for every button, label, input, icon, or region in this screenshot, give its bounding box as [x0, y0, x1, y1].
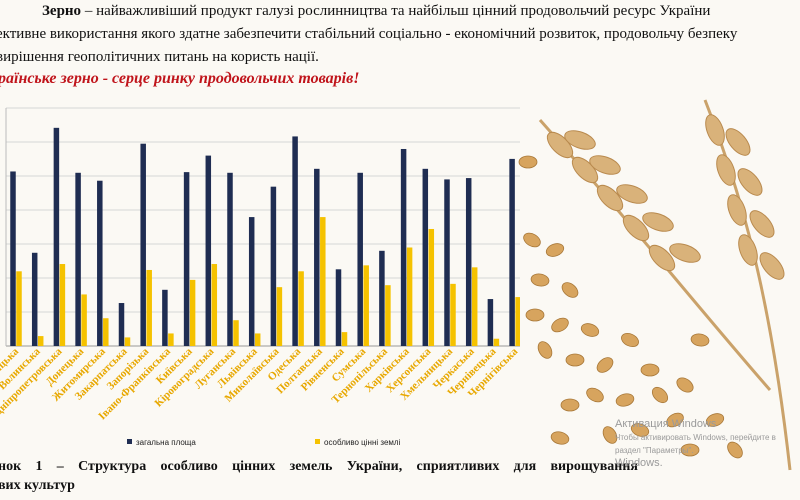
bar-total-area [400, 148, 407, 346]
bar-valuable-land [233, 320, 239, 346]
legend-swatch-total [127, 439, 132, 444]
chart-tick-labels: нницькаВолинськаДніпропетровськаДонецька… [0, 345, 520, 422]
bar-total-area [162, 289, 168, 346]
bar-total-area [248, 217, 255, 346]
bar-total-area [75, 172, 81, 346]
legend-label-total: загальна площа [136, 438, 196, 447]
bar-valuable-land [363, 265, 369, 346]
bar-valuable-land [493, 338, 500, 346]
bar-total-area [227, 172, 233, 346]
bar-total-area [270, 186, 277, 346]
windows-activation-watermark: Активация Windows Чтобы активировать Win… [615, 418, 800, 470]
bar-total-area [10, 171, 16, 346]
activation-title: Активация Windows [615, 418, 717, 430]
bar-chart: нницькаВолинськаДніпропетровськаДонецька… [0, 107, 520, 447]
bar-total-area [31, 252, 38, 346]
wheat-illustration [518, 99, 792, 471]
bar-total-area [118, 303, 125, 346]
bar-total-area [335, 269, 342, 346]
bar-valuable-land [341, 332, 348, 346]
bar-valuable-land [428, 228, 435, 346]
bar-total-area [379, 250, 385, 346]
bar-total-area [140, 143, 146, 346]
bar-valuable-land [406, 247, 413, 346]
bar-valuable-land [211, 264, 218, 346]
chart-legend: загальна площа особливо цінні землі [127, 438, 401, 447]
intro-line-2: ективне використання якого здатне забезп… [0, 26, 738, 42]
figure-caption: нок 1 – Структура особливо цінних земель… [0, 457, 638, 495]
intro-line-1-rest: – найважливіший продукт галузі рослинниц… [81, 3, 711, 19]
bar-valuable-land [515, 297, 520, 346]
bar-valuable-land [81, 294, 87, 346]
intro-term: Зерно [42, 3, 82, 19]
intro-paragraph: Зерно – найважливіший продукт галузі рос… [0, 0, 800, 69]
headline: раїнське зерно - серце ринку продовольчи… [0, 70, 360, 87]
bar-total-area [444, 179, 450, 346]
activation-subtitle: Чтобы активировать Windows, перейдите в … [615, 433, 776, 455]
bar-total-area [205, 155, 212, 346]
intro-line-3: вирішення геополітичних питань на корист… [0, 49, 319, 65]
bar-total-area [509, 158, 515, 346]
bar-valuable-land [471, 267, 478, 346]
bar-total-area [487, 299, 494, 346]
bar-total-area [97, 180, 103, 346]
bar-valuable-land [320, 217, 326, 346]
bar-total-area [465, 178, 472, 346]
chart-gridlines [5, 107, 520, 347]
bar-valuable-land [276, 287, 283, 346]
bar-valuable-land [450, 283, 456, 346]
bar-total-area [183, 172, 190, 346]
bar-total-area [292, 136, 298, 346]
bar-valuable-land [59, 264, 66, 346]
legend-swatch-valuable [315, 439, 320, 444]
bar-total-area [53, 127, 60, 346]
bar-total-area [357, 172, 363, 346]
bar-valuable-land [189, 279, 196, 346]
bar-valuable-land [16, 271, 22, 346]
bar-valuable-land [37, 336, 44, 346]
chart-bars [10, 127, 520, 346]
bar-valuable-land [385, 285, 391, 346]
bar-valuable-land [254, 333, 261, 346]
bar-total-area [314, 168, 320, 346]
caption-line-1: нок 1 – Структура особливо цінних земель… [0, 459, 638, 474]
bar-valuable-land [146, 269, 152, 346]
legend-label-valuable: особливо цінні землі [324, 438, 401, 447]
intro-line-1: Зерно – найважливіший продукт галузі рос… [0, 0, 800, 23]
bar-valuable-land [298, 271, 304, 346]
bar-total-area [422, 168, 429, 346]
bar-valuable-land [103, 318, 109, 346]
bar-valuable-land [168, 333, 174, 346]
bar-valuable-land [124, 337, 131, 346]
activation-trail: Windows. [615, 457, 663, 469]
caption-line-2: вих культур [0, 478, 75, 493]
